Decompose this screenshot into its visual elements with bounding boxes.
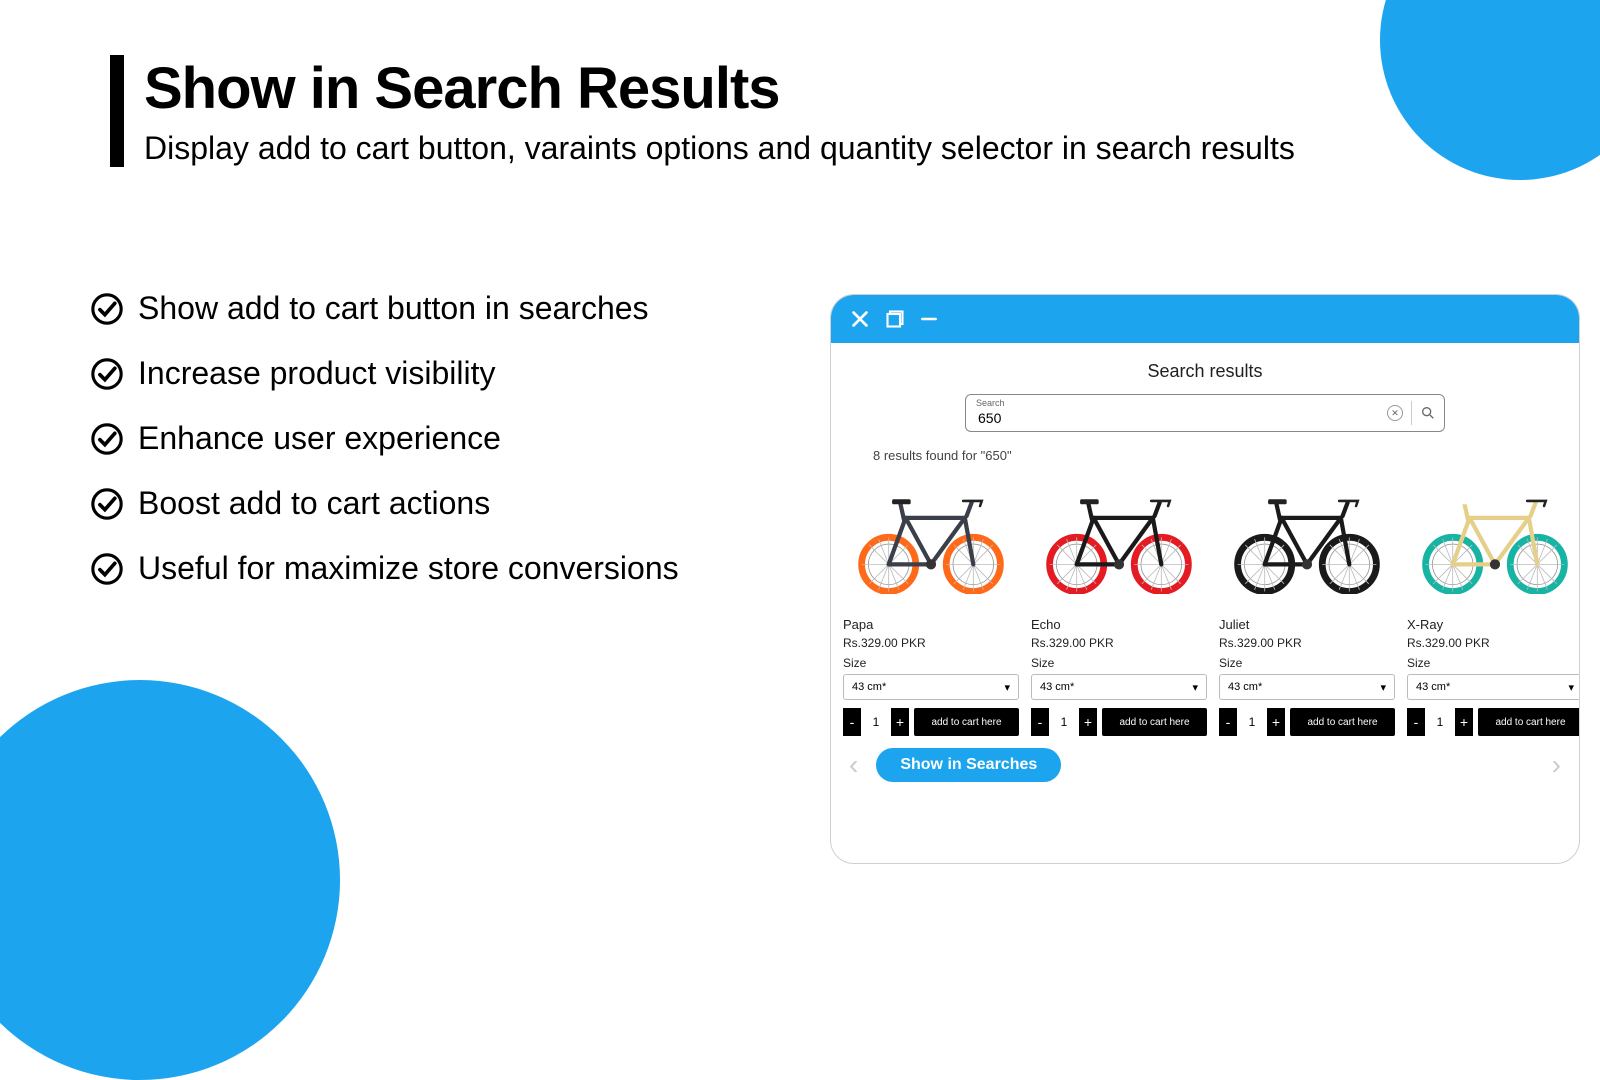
bullet-item: Increase product visibility <box>90 355 679 392</box>
divider <box>1411 401 1412 425</box>
check-circle-icon <box>90 292 124 326</box>
product-card: Juliet Rs.329.00 PKR Size 43 cm*▾ - 1 + … <box>1219 469 1395 736</box>
search-icon[interactable] <box>1420 405 1436 421</box>
product-image <box>1031 469 1207 609</box>
close-icon[interactable] <box>849 308 871 330</box>
bullet-item: Show add to cart button in searches <box>90 290 679 327</box>
chevron-down-icon: ▾ <box>1192 681 1198 694</box>
size-select[interactable]: 43 cm*▾ <box>1031 674 1207 700</box>
qty-decrease-button[interactable]: - <box>1031 708 1049 736</box>
product-card: Echo Rs.329.00 PKR Size 43 cm*▾ - 1 + ad… <box>1031 469 1207 736</box>
product-name: Papa <box>843 617 1019 632</box>
bullet-text: Enhance user experience <box>138 420 501 457</box>
product-price: Rs.329.00 PKR <box>843 636 1019 650</box>
check-circle-icon <box>90 357 124 391</box>
qty-value: 1 <box>1054 715 1074 729</box>
decor-circle-top <box>1380 0 1600 180</box>
add-to-cart-button[interactable]: add to cart here <box>1290 708 1395 736</box>
product-name: Juliet <box>1219 617 1395 632</box>
show-in-searches-button[interactable]: Show in Searches <box>876 748 1061 782</box>
chevron-down-icon: ▾ <box>1004 681 1010 694</box>
add-to-cart-button[interactable]: add to cart here <box>1102 708 1207 736</box>
results-count: 8 results found for "650" <box>831 438 1579 469</box>
size-select[interactable]: 43 cm*▾ <box>1407 674 1580 700</box>
next-icon[interactable]: › <box>1552 749 1561 781</box>
minimize-icon[interactable] <box>919 309 939 329</box>
heading-block: Show in Search Results Display add to ca… <box>110 55 1295 167</box>
qty-decrease-button[interactable]: - <box>1219 708 1237 736</box>
qty-increase-button[interactable]: + <box>891 708 909 736</box>
size-select[interactable]: 43 cm*▾ <box>1219 674 1395 700</box>
variant-label: Size <box>843 656 1019 670</box>
variant-label: Size <box>1407 656 1580 670</box>
add-to-cart-button[interactable]: add to cart here <box>1478 708 1580 736</box>
search-field-value: 650 <box>978 410 1387 426</box>
search-field-label: Search <box>976 398 1005 408</box>
product-grid: Papa Rs.329.00 PKR Size 43 cm*▾ - 1 + ad… <box>831 469 1579 736</box>
product-image <box>1407 469 1580 609</box>
check-circle-icon <box>90 487 124 521</box>
feature-bullets: Show add to cart button in searches Incr… <box>90 290 679 615</box>
product-image <box>1219 469 1395 609</box>
bullet-text: Useful for maximize store conversions <box>138 550 679 587</box>
page-subtitle: Display add to cart button, varaints opt… <box>144 130 1295 167</box>
page-title: Show in Search Results <box>144 55 1295 122</box>
chevron-down-icon: ▾ <box>1380 681 1386 694</box>
size-select[interactable]: 43 cm*▾ <box>843 674 1019 700</box>
variant-label: Size <box>1219 656 1395 670</box>
bullet-text: Show add to cart button in searches <box>138 290 649 327</box>
product-price: Rs.329.00 PKR <box>1219 636 1395 650</box>
qty-increase-button[interactable]: + <box>1079 708 1097 736</box>
maximize-icon[interactable] <box>885 309 905 329</box>
mockup-footer: ‹ Show in Searches › <box>831 736 1579 794</box>
qty-value: 1 <box>866 715 886 729</box>
check-circle-icon <box>90 552 124 586</box>
bullet-item: Useful for maximize store conversions <box>90 550 679 587</box>
bullet-item: Enhance user experience <box>90 420 679 457</box>
bullet-item: Boost add to cart actions <box>90 485 679 522</box>
product-card: X-Ray Rs.329.00 PKR Size 43 cm*▾ - 1 + a… <box>1407 469 1580 736</box>
qty-decrease-button[interactable]: - <box>843 708 861 736</box>
product-price: Rs.329.00 PKR <box>1407 636 1580 650</box>
product-image <box>843 469 1019 609</box>
bullet-text: Increase product visibility <box>138 355 495 392</box>
search-area: Search results Search 650 ✕ <box>831 343 1579 438</box>
window-titlebar <box>831 295 1579 343</box>
product-name: Echo <box>1031 617 1207 632</box>
chevron-down-icon: ▾ <box>1568 681 1574 694</box>
clear-search-icon[interactable]: ✕ <box>1387 405 1403 421</box>
decor-circle-bottom <box>0 680 340 1080</box>
browser-mockup: Search results Search 650 ✕ 8 results fo… <box>830 294 1580 864</box>
qty-decrease-button[interactable]: - <box>1407 708 1425 736</box>
qty-increase-button[interactable]: + <box>1267 708 1285 736</box>
search-results-heading: Search results <box>831 361 1579 382</box>
qty-increase-button[interactable]: + <box>1455 708 1473 736</box>
product-card: Papa Rs.329.00 PKR Size 43 cm*▾ - 1 + ad… <box>843 469 1019 736</box>
search-input[interactable]: Search 650 ✕ <box>965 394 1445 432</box>
prev-icon[interactable]: ‹ <box>849 749 858 781</box>
product-name: X-Ray <box>1407 617 1580 632</box>
check-circle-icon <box>90 422 124 456</box>
product-price: Rs.329.00 PKR <box>1031 636 1207 650</box>
add-to-cart-button[interactable]: add to cart here <box>914 708 1019 736</box>
variant-label: Size <box>1031 656 1207 670</box>
qty-value: 1 <box>1242 715 1262 729</box>
qty-value: 1 <box>1430 715 1450 729</box>
bullet-text: Boost add to cart actions <box>138 485 490 522</box>
